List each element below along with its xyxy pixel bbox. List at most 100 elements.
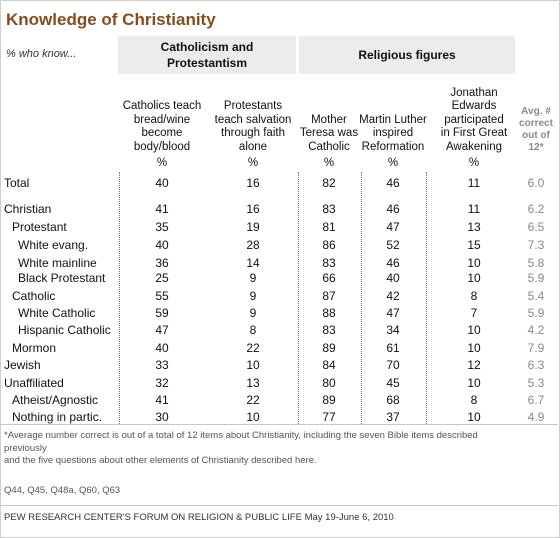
table-cell: 89 (322, 341, 336, 355)
column-header-3-line-2: Teresa was (299, 127, 359, 139)
table-cell: 9 (249, 289, 257, 303)
column-header-4: Martin Luther inspired Reformation (357, 80, 429, 154)
table-cell: 10 (467, 341, 481, 355)
group-header-catholicism-line1: Catholicism and (160, 40, 254, 54)
column-header-4-line-3: Reformation (361, 140, 425, 153)
avg-correct-cell: 6.5 (527, 220, 545, 234)
table-cell: 15 (467, 238, 481, 252)
avg-correct-cell: 5.9 (527, 306, 545, 320)
table-cell: 37 (386, 410, 400, 424)
avg-correct-cell: 4.2 (527, 323, 545, 337)
avg-correct-cell: 6.7 (527, 393, 545, 407)
avg-correct-cell: 6.0 (527, 176, 545, 190)
chart-subtitle: % who know... (6, 48, 77, 60)
column-header-6-line-1: Avg. # (521, 106, 551, 117)
table-cell: 22 (246, 393, 260, 407)
unit-label-4: % (387, 157, 399, 169)
column-header-1: Catholics teach bread/wine become body/bloo… (116, 80, 208, 154)
footnote: *Average number correct is out of a tota… (4, 430, 544, 468)
row-label: Jewish (4, 358, 41, 372)
column-header-6-line-2: correct (519, 118, 553, 129)
table-cell: 40 (155, 238, 169, 252)
table-cell: 42 (386, 289, 400, 303)
table-cell: 45 (386, 376, 400, 390)
group-header-figures: Religious figures (299, 36, 515, 74)
table-cell: 8 (470, 393, 478, 407)
table-cell: 13 (246, 376, 260, 390)
table-cell: 13 (467, 220, 481, 234)
table-cell: 80 (322, 376, 336, 390)
footnote-line-3: and the five questions about other eleme… (4, 455, 317, 466)
column-divider-2 (298, 172, 299, 424)
column-header-2-line-2: teach salvation (214, 113, 292, 126)
column-header-6: Avg. # correct out of 12* (517, 100, 555, 154)
column-divider-4 (426, 172, 427, 424)
column-header-1-line-4: body/blood (133, 140, 191, 153)
column-header-3-line-1: Mother (311, 113, 347, 126)
table-cell: 47 (155, 323, 169, 337)
table-cell: 36 (155, 256, 169, 270)
avg-correct-cell: 4.9 (527, 410, 545, 424)
table-cell: 7 (470, 306, 478, 320)
table-cell: 10 (467, 323, 481, 337)
avg-correct-cell: 6.3 (527, 358, 545, 372)
table-cell: 77 (322, 410, 336, 424)
row-label: Protestant (12, 220, 67, 234)
column-header-6-line-3: out of (522, 130, 550, 141)
table-cell: 14 (246, 256, 260, 270)
table-cell: 59 (155, 306, 169, 320)
table-cell: 88 (322, 306, 336, 320)
table-cell: 28 (246, 238, 260, 252)
table-cell: 61 (386, 341, 400, 355)
column-header-1-line-2: bread/wine (133, 113, 191, 126)
table-cell: 40 (386, 271, 400, 285)
table-cell: 86 (322, 238, 336, 252)
table-cell: 33 (155, 358, 169, 372)
row-label: Christian (4, 202, 52, 216)
unit-label-3: % (323, 157, 335, 169)
table-cell: 83 (322, 256, 336, 270)
table-cell: 82 (322, 176, 336, 190)
row-label: White Catholic (18, 306, 96, 320)
table-cell: 87 (322, 289, 336, 303)
table-cell: 10 (467, 256, 481, 270)
table-cell: 81 (322, 220, 336, 234)
avg-correct-cell: 6.2 (527, 202, 545, 216)
row-label: Total (4, 176, 30, 190)
table-cell: 16 (246, 176, 260, 190)
column-divider-1 (119, 172, 120, 424)
group-header-catholicism-line2: Protestantism (166, 56, 248, 70)
avg-correct-cell: 5.4 (527, 289, 545, 303)
unit-label-1: % (156, 157, 168, 169)
table-cell: 25 (155, 271, 169, 285)
row-label: Catholic (12, 289, 56, 303)
table-cell: 52 (386, 238, 400, 252)
row-label: Unaffiliated (4, 376, 64, 390)
table-cell: 46 (386, 256, 400, 270)
row-label: Nothing in partic. (12, 410, 103, 424)
column-header-5-line-1: Jonathan (450, 86, 498, 99)
footnote-line-2: previously (4, 442, 47, 454)
table-cell: 10 (467, 376, 481, 390)
source-line: PEW RESEARCH CENTER'S FORUM ON RELIGION … (4, 512, 394, 523)
column-header-2: Protestants teach salvation through faith a… (205, 80, 301, 154)
column-header-2-line-3: through faith (221, 127, 285, 139)
table-cell: 89 (322, 393, 336, 407)
avg-correct-cell: 5.8 (527, 256, 545, 270)
table-cell: 35 (155, 220, 169, 234)
column-header-1-line-3: become (141, 127, 183, 139)
table-cell: 84 (322, 358, 336, 372)
rule-source-top (0, 505, 558, 506)
table-cell: 10 (246, 358, 260, 372)
table-cell: 55 (155, 289, 169, 303)
table-cell: 16 (246, 202, 260, 216)
table-cell: 30 (155, 410, 169, 424)
avg-correct-cell: 7.3 (527, 238, 545, 252)
table-cell: 9 (249, 271, 257, 285)
column-header-5-line-4: in First Great (440, 127, 508, 139)
table-cell: 47 (386, 220, 400, 234)
row-label: Mormon (12, 341, 57, 355)
table-cell: 34 (386, 323, 400, 337)
row-label: Black Protestant (18, 271, 106, 285)
table-cell: 70 (386, 358, 400, 372)
